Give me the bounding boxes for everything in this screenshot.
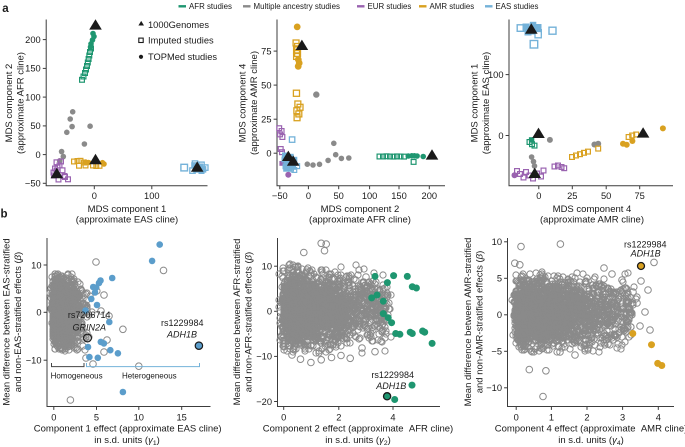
- svg-text:200: 200: [25, 35, 41, 45]
- svg-text:AFR studies: AFR studies: [189, 2, 232, 11]
- svg-text:rs7206714: rs7206714: [68, 310, 111, 320]
- svg-text:25: 25: [261, 115, 271, 125]
- svg-text:−5: −5: [491, 347, 502, 357]
- svg-text:150: 150: [391, 191, 407, 201]
- svg-text:100: 100: [488, 70, 504, 80]
- svg-text:Component 2 effect (approximat: Component 2 effect (approximate AFR clin…: [263, 424, 453, 435]
- svg-text:2: 2: [584, 413, 589, 423]
- svg-text:GRIN2A: GRIN2A: [73, 323, 107, 333]
- svg-text:5: 5: [94, 413, 99, 423]
- svg-text:10: 10: [492, 237, 502, 247]
- svg-text:−20: −20: [256, 397, 272, 407]
- svg-text:−10: −10: [256, 352, 272, 362]
- svg-text:MDS component 4: MDS component 4: [553, 204, 632, 215]
- svg-text:10: 10: [134, 413, 144, 423]
- svg-text:4: 4: [390, 413, 395, 423]
- svg-text:−50: −50: [272, 191, 288, 201]
- svg-text:25: 25: [567, 191, 577, 201]
- svg-text:50: 50: [30, 121, 40, 131]
- svg-text:Heterogeneous: Heterogeneous: [122, 371, 177, 380]
- svg-text:Component 1 effect (approximat: Component 1 effect (approximate EAS clin…: [34, 424, 222, 435]
- svg-text:150: 150: [25, 64, 41, 74]
- svg-text:2: 2: [336, 413, 341, 423]
- svg-text:Homogeneous: Homogeneous: [51, 371, 103, 380]
- svg-text:0: 0: [514, 413, 519, 423]
- svg-text:and non-AFR-stratified effects: and non-AFR-stratified effects (β): [244, 252, 255, 392]
- svg-text:1: 1: [549, 413, 554, 423]
- svg-text:−10: −10: [26, 356, 42, 366]
- svg-text:(approximate AMR cline): (approximate AMR cline): [540, 214, 644, 225]
- svg-text:MDS component 1: MDS component 1: [470, 64, 481, 143]
- svg-text:Component 4 effect (approximat: Component 4 effect (approximate AMR clin…: [495, 424, 685, 435]
- svg-text:5: 5: [497, 274, 502, 284]
- svg-text:4: 4: [656, 413, 661, 423]
- svg-text:in s.d. units (γ2): in s.d. units (γ2): [325, 435, 391, 447]
- svg-text:MDS component 2: MDS component 2: [4, 64, 15, 143]
- svg-text:15: 15: [177, 413, 187, 423]
- svg-text:EAS studies: EAS studies: [496, 2, 539, 11]
- svg-text:100: 100: [25, 92, 41, 102]
- svg-text:and non-EAS-stratified effects: and non-EAS-stratified effects (β): [13, 252, 24, 392]
- svg-text:100: 100: [144, 191, 160, 201]
- svg-text:50: 50: [261, 80, 271, 90]
- svg-text:Imputed studies: Imputed studies: [148, 35, 214, 45]
- svg-text:(approximate AFR cline): (approximate AFR cline): [309, 214, 411, 225]
- svg-text:ADH1B: ADH1B: [375, 381, 406, 391]
- svg-text:0: 0: [306, 191, 311, 201]
- svg-text:100: 100: [362, 191, 378, 201]
- svg-text:75: 75: [261, 46, 271, 56]
- svg-text:(approximate EAS cline): (approximate EAS cline): [481, 52, 492, 154]
- svg-text:AMR studies: AMR studies: [430, 2, 475, 11]
- svg-text:MDS component 4: MDS component 4: [238, 64, 249, 143]
- svg-text:0: 0: [266, 149, 271, 159]
- svg-text:0: 0: [36, 308, 41, 318]
- svg-text:a: a: [2, 3, 9, 15]
- svg-text:in s.d. units (γ1): in s.d. units (γ1): [94, 435, 160, 447]
- svg-text:in s.d. units (γ4): in s.d. units (γ4): [558, 435, 624, 447]
- svg-text:ADH1B: ADH1B: [166, 330, 197, 340]
- svg-text:50: 50: [601, 191, 611, 201]
- svg-text:Mean difference between AFR-st: Mean difference between AFR-stratified: [232, 239, 243, 406]
- svg-text:EUR studies: EUR studies: [368, 2, 412, 11]
- svg-text:−50: −50: [25, 179, 41, 189]
- svg-text:3: 3: [620, 413, 625, 423]
- svg-text:rs1229984: rs1229984: [161, 318, 204, 328]
- svg-text:0: 0: [92, 191, 97, 201]
- svg-text:0: 0: [536, 191, 541, 201]
- svg-text:(approximate EAS cline): (approximate EAS cline): [76, 214, 178, 225]
- svg-text:TOPMed studies: TOPMed studies: [148, 52, 217, 62]
- svg-text:−10: −10: [486, 383, 502, 393]
- svg-text:0: 0: [281, 413, 286, 423]
- svg-text:1000Genomes: 1000Genomes: [148, 20, 209, 30]
- svg-text:10: 10: [262, 262, 272, 272]
- svg-text:MDS component 2: MDS component 2: [321, 204, 400, 215]
- svg-text:10: 10: [31, 260, 41, 270]
- svg-text:0: 0: [36, 150, 41, 160]
- svg-text:Multiple ancestry studies: Multiple ancestry studies: [254, 2, 340, 11]
- svg-text:0: 0: [497, 310, 502, 320]
- svg-text:200: 200: [422, 191, 438, 201]
- svg-text:b: b: [1, 209, 8, 221]
- svg-text:MDS component 1: MDS component 1: [88, 204, 167, 215]
- svg-text:0: 0: [498, 131, 503, 141]
- svg-text:0: 0: [267, 307, 272, 317]
- svg-text:rs1229984: rs1229984: [371, 370, 414, 380]
- svg-text:(approximate AMR cline): (approximate AMR cline): [249, 51, 260, 155]
- svg-text:and non-AMR-stratified effects: and non-AMR-stratified effects (β): [475, 251, 486, 394]
- svg-text:Mean difference between EAS-st: Mean difference between EAS-stratified: [2, 238, 13, 405]
- svg-text:50: 50: [334, 191, 344, 201]
- svg-text:0: 0: [51, 413, 56, 423]
- svg-text:(approximate AFR cline): (approximate AFR cline): [16, 52, 27, 154]
- svg-text:Mean difference between AMR-st: Mean difference between AMR-stratified: [463, 238, 474, 407]
- svg-text:75: 75: [635, 191, 645, 201]
